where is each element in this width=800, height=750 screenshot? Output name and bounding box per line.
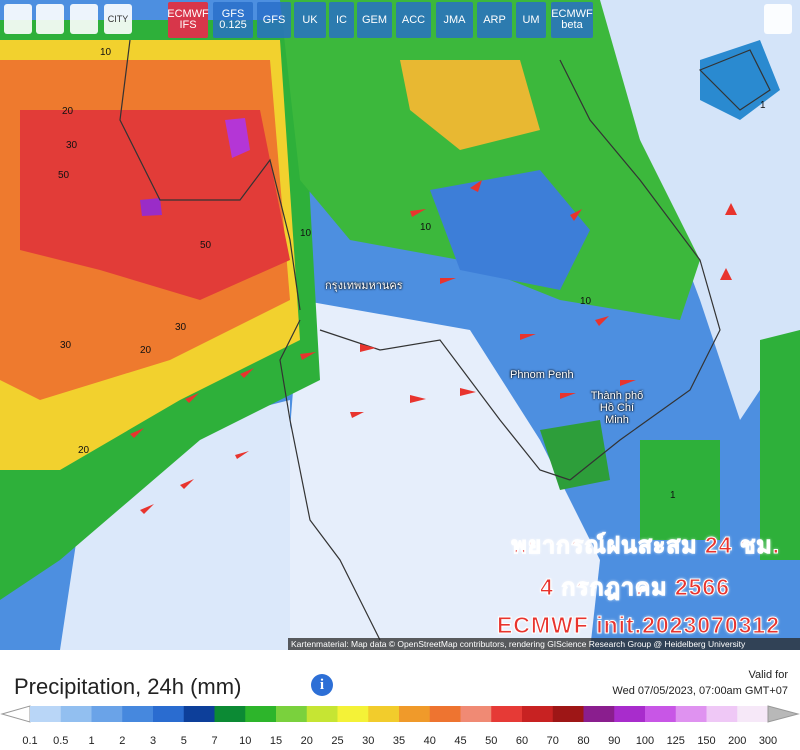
legend-label: 80	[577, 735, 589, 747]
legend-cell	[153, 706, 185, 722]
legend-cell	[214, 706, 246, 722]
legend-label: 125	[667, 735, 685, 747]
overlay-title: พยากรณ์ฝนสะสม 24 ชม.	[511, 532, 780, 559]
legend-cell	[122, 706, 154, 722]
info-button[interactable]: i	[311, 674, 333, 696]
contour-label: 10	[420, 222, 432, 233]
contour-label: 10	[300, 228, 312, 239]
legend-over	[767, 705, 800, 723]
legend-cell	[583, 706, 615, 722]
legend-cell	[276, 706, 308, 722]
valid-label: Valid for	[748, 669, 788, 681]
legend-cell	[183, 706, 215, 722]
legend-label: 90	[608, 735, 620, 747]
legend-cell	[552, 706, 584, 722]
legend-cell	[60, 706, 92, 722]
share-button[interactable]	[764, 4, 792, 34]
legend-cell	[675, 706, 707, 722]
contour-label: 30	[66, 140, 78, 151]
legend-cell	[491, 706, 523, 722]
contour-label: 30	[60, 340, 72, 351]
contour-label: 20	[140, 345, 152, 356]
locate-button[interactable]	[36, 4, 64, 34]
legend-cell	[245, 706, 277, 722]
legend-label: 15	[270, 735, 282, 747]
legend-cell	[706, 706, 738, 722]
legend-label: 5	[181, 735, 187, 747]
legend-label: 60	[516, 735, 528, 747]
legend-label: 1	[88, 735, 94, 747]
legend-cell	[91, 706, 123, 722]
valid-time: Wed 07/05/2023, 07:00am GMT+07	[612, 685, 788, 697]
place-label: กรุงเทพมหานคร	[325, 280, 403, 292]
contour-label: 20	[78, 445, 90, 456]
legend-label: 40	[424, 735, 436, 747]
overlay-date: 4 กรกฎาคม 2566	[540, 574, 730, 601]
legend-label: 200	[728, 735, 746, 747]
legend-label: 2	[119, 735, 125, 747]
legend-cell	[737, 706, 769, 722]
model-button[interactable]: ARP	[477, 2, 512, 38]
legend-cell	[460, 706, 492, 722]
model-button[interactable]: UM	[516, 2, 546, 38]
contour-label: 30	[175, 322, 187, 333]
contour-label: 10	[580, 296, 592, 307]
legend-label: 50	[485, 735, 497, 747]
legend-label: 0.1	[22, 735, 37, 747]
legend-cell	[614, 706, 646, 722]
legend-cell	[30, 706, 62, 722]
precip-map	[0, 0, 800, 650]
legend-cell	[399, 706, 431, 722]
legend-label: 45	[454, 735, 466, 747]
map[interactable]: CITY ECMWF IFS GFS 0.125 GFS UK IC GEM ACC JMA A…	[0, 0, 800, 650]
legend-cell	[368, 706, 400, 722]
contour-label: 1	[670, 490, 676, 501]
place-label: Thành phố Hồ Chí Minh	[590, 390, 644, 426]
legend-cell	[429, 706, 461, 722]
city-button[interactable]: CITY	[104, 4, 132, 34]
contour-label: 20	[62, 106, 74, 117]
legend-label: 150	[697, 735, 715, 747]
legend-cell	[337, 706, 369, 722]
model-button[interactable]: JMA	[436, 2, 473, 38]
model-button[interactable]: GEM	[357, 2, 392, 38]
legend-label: 300	[759, 735, 777, 747]
zoom-button[interactable]	[70, 4, 98, 34]
legend-label: 20	[301, 735, 313, 747]
legend-label: 0.5	[53, 735, 68, 747]
attribution: Kartenmaterial: Map data © OpenStreetMap…	[288, 638, 800, 650]
legend: 0.1 0.5 1 2 3 5 7 10 15 20 25 30 35 40 45 50 60 70 80 90 100…	[0, 705, 800, 747]
legend-cell	[645, 706, 677, 722]
contour-label: 50	[200, 240, 212, 251]
model-button[interactable]: IC	[329, 2, 354, 38]
legend-label: 3	[150, 735, 156, 747]
legend-cell	[306, 706, 338, 722]
model-button[interactable]: GFS 0.125	[213, 2, 253, 38]
legend-cell	[522, 706, 554, 722]
model-button[interactable]: GFS	[257, 2, 291, 38]
legend-label: 10	[239, 735, 251, 747]
footer-title: Precipitation, 24h (mm)	[14, 674, 242, 699]
legend-label: 35	[393, 735, 405, 747]
contour-label: 50	[58, 170, 70, 181]
legend-label: 7	[211, 735, 217, 747]
model-button[interactable]: ACC	[396, 2, 431, 38]
model-button[interactable]: ECMWF beta	[551, 2, 593, 38]
legend-under	[0, 705, 31, 723]
place-label: Phnom Penh	[510, 369, 574, 381]
model-button[interactable]: UK	[294, 2, 326, 38]
legend-label: 70	[547, 735, 559, 747]
legend-label: 100	[636, 735, 654, 747]
contour-label: 10	[100, 47, 112, 58]
model-button[interactable]: ECMWF IFS	[167, 2, 209, 38]
legend-label: 25	[331, 735, 343, 747]
overlay-init: ECMWF init.2023070312	[496, 612, 780, 639]
contour-label: 1	[760, 100, 766, 111]
legend-label: 30	[362, 735, 374, 747]
refresh-button[interactable]	[4, 4, 32, 34]
